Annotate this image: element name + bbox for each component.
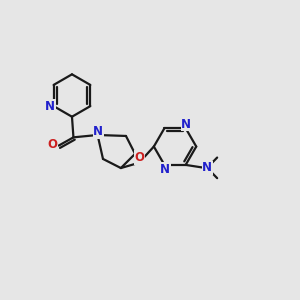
Text: O: O: [47, 139, 57, 152]
Text: N: N: [181, 118, 191, 130]
Text: N: N: [93, 125, 103, 138]
Text: O: O: [134, 151, 144, 164]
Text: N: N: [45, 100, 55, 112]
Text: N: N: [160, 163, 170, 176]
Text: N: N: [202, 161, 212, 174]
